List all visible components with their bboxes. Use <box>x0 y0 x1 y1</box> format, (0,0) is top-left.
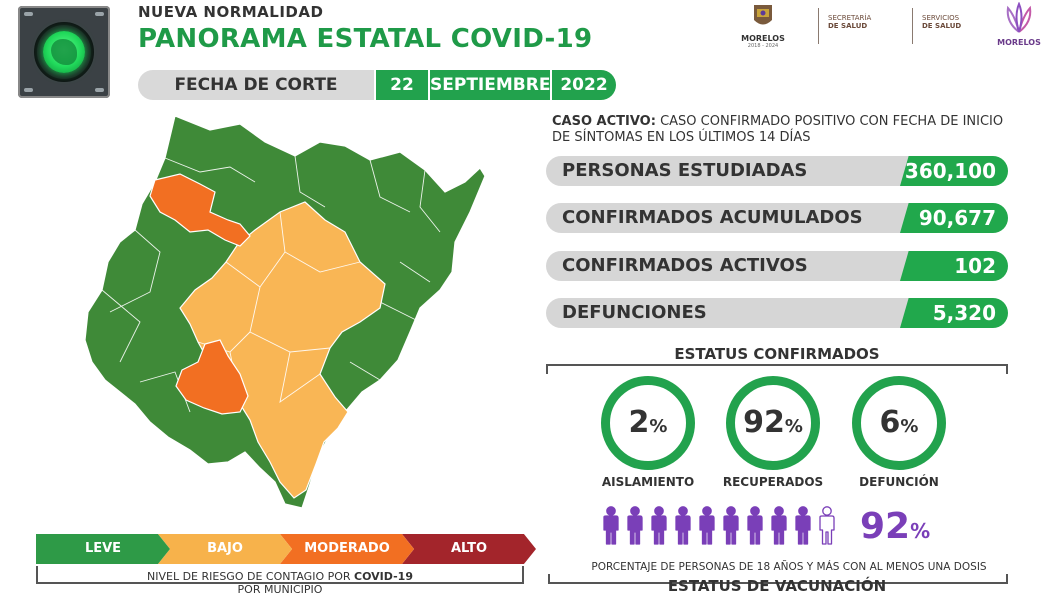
stat-value: 5,320 <box>900 298 1008 328</box>
secretaria-line2: DE SALUD <box>828 22 868 30</box>
status-unit: % <box>649 416 668 437</box>
map-region-moderado <box>175 339 249 415</box>
active-case-definition: CASO ACTIVO: CASO CONFIRMADO POSITIVO CO… <box>552 114 1012 146</box>
stat-label: DEFUNCIONES <box>546 298 926 328</box>
stat-label: PERSONAS ESTUDIADAS <box>546 156 926 186</box>
secretaria-line1: SECRETARÍA <box>828 14 872 22</box>
stat-value: 360,100 <box>900 156 1008 186</box>
risk-level-alto: ALTO <box>402 534 536 564</box>
morelos-brand-logo: MORELOS <box>992 1 1046 47</box>
cut-date-year: 2022 <box>552 70 616 100</box>
state-seal-icon <box>754 5 772 25</box>
map-region-moderado <box>149 173 251 247</box>
vaccinated-person-icon <box>771 506 787 545</box>
risk-level-bajo: BAJO <box>158 534 292 564</box>
risk-caption: NIVEL DE RIESGO DE CONTAGIO POR COVID-19… <box>38 570 522 596</box>
status-value: 92 <box>743 405 785 440</box>
logo-divider <box>912 8 913 44</box>
risk-caption-pre: NIVEL DE RIESGO DE CONTAGIO POR <box>147 570 355 583</box>
status-frame <box>546 364 1008 374</box>
status-unit: % <box>784 416 803 437</box>
servicios-salud-logo: SERVICIOS DE SALUD <box>922 14 961 30</box>
cut-date-day: 22 <box>376 70 428 100</box>
servicios-line1: SERVICIOS <box>922 14 960 22</box>
vaccination-title: ESTATUS DE VACUNACIÓN <box>667 577 887 595</box>
state-years: 2018 - 2024 <box>747 43 779 49</box>
status-title: ESTATUS CONFIRMADOS <box>546 345 1008 363</box>
status-title-text: ESTATUS CONFIRMADOS <box>666 345 888 363</box>
status-unit: % <box>900 416 919 437</box>
status-aislamiento-circle: 2% <box>601 376 695 470</box>
status-label: AISLAMIENTO <box>601 475 695 489</box>
vaccination-percentage: 92% <box>860 506 930 547</box>
stat-label: CONFIRMADOS ACUMULADOS <box>546 203 926 233</box>
status-recuperados-circle: 92% <box>726 376 820 470</box>
stat-value: 102 <box>900 251 1008 281</box>
stat-personas-estudiadas: PERSONAS ESTUDIADAS 360,100 <box>546 156 1008 186</box>
status-label: DEFUNCIÓN <box>859 475 939 489</box>
vaccinated-person-icon <box>795 506 811 545</box>
vaccinated-person-icon <box>747 506 763 545</box>
risk-caption-post: POR MUNICIPIO <box>237 583 323 596</box>
brand-name: MORELOS <box>997 38 1041 47</box>
header-kicker: NUEVA NORMALIDAD <box>138 3 324 21</box>
vaccinated-person-icon <box>675 506 691 545</box>
vaccination-people-row <box>600 506 840 548</box>
stat-confirmados-acumulados: CONFIRMADOS ACUMULADOS 90,677 <box>546 203 1008 233</box>
status-value: 6 <box>879 405 901 440</box>
logo-divider <box>818 8 819 44</box>
risk-legend: LEVE BAJO MODERADO ALTO <box>36 534 536 564</box>
vaccinated-person-icon <box>627 506 643 545</box>
status-value: 2 <box>628 405 650 440</box>
stat-defunciones: DEFUNCIONES 5,320 <box>546 298 1008 328</box>
state-name: MORELOS <box>741 34 785 43</box>
vaccination-value: 92 <box>860 506 911 547</box>
servicios-line2: DE SALUD <box>922 22 962 30</box>
stat-confirmados-activos: CONFIRMADOS ACTIVOS 102 <box>546 251 1008 281</box>
vaccination-description: PORCENTAJE DE PERSONAS DE 18 AÑOS Y MÁS … <box>591 561 987 573</box>
risk-level-leve: LEVE <box>36 534 170 564</box>
vaccinated-person-icon <box>603 506 619 545</box>
stat-label: CONFIRMADOS ACTIVOS <box>546 251 926 281</box>
page-title: PANORAMA ESTATAL COVID-19 <box>138 24 593 54</box>
status-defuncion-circle: 6% <box>852 376 946 470</box>
map-region-bajo <box>179 201 386 499</box>
risk-caption-bold: COVID-19 <box>354 570 413 583</box>
secretaria-salud-logo: SECRETARÍA DE SALUD <box>828 14 871 30</box>
vaccinated-person-icon <box>699 506 715 545</box>
status-label: RECUPERADOS <box>722 475 824 489</box>
risk-level-moderado: MODERADO <box>280 534 414 564</box>
active-case-term: CASO ACTIVO: <box>552 114 656 129</box>
vaccinated-person-icon <box>651 506 667 545</box>
vaccinated-person-icon <box>723 506 739 545</box>
stat-value: 90,677 <box>900 203 1008 233</box>
unvaccinated-person-icon <box>819 506 835 545</box>
green-light-icon <box>43 31 85 73</box>
cut-date-label: FECHA DE CORTE <box>138 70 374 100</box>
morelos-government-logo: MORELOS 2018 - 2024 <box>736 2 790 54</box>
cut-date-month: SEPTIEMBRE <box>430 70 550 100</box>
morelos-risk-map <box>84 115 486 509</box>
risk-caption-frame <box>36 566 524 584</box>
active-case-text: CASO CONFIRMADO POSITIVO CON FECHA DE IN… <box>552 114 1004 145</box>
vaccination-unit: % <box>910 519 931 543</box>
cut-date-bar: FECHA DE CORTE 22 SEPTIEMBRE 2022 <box>138 70 616 100</box>
vaccination-frame <box>548 574 1008 584</box>
traffic-light-icon <box>18 6 110 98</box>
flower-icon <box>1006 1 1032 33</box>
